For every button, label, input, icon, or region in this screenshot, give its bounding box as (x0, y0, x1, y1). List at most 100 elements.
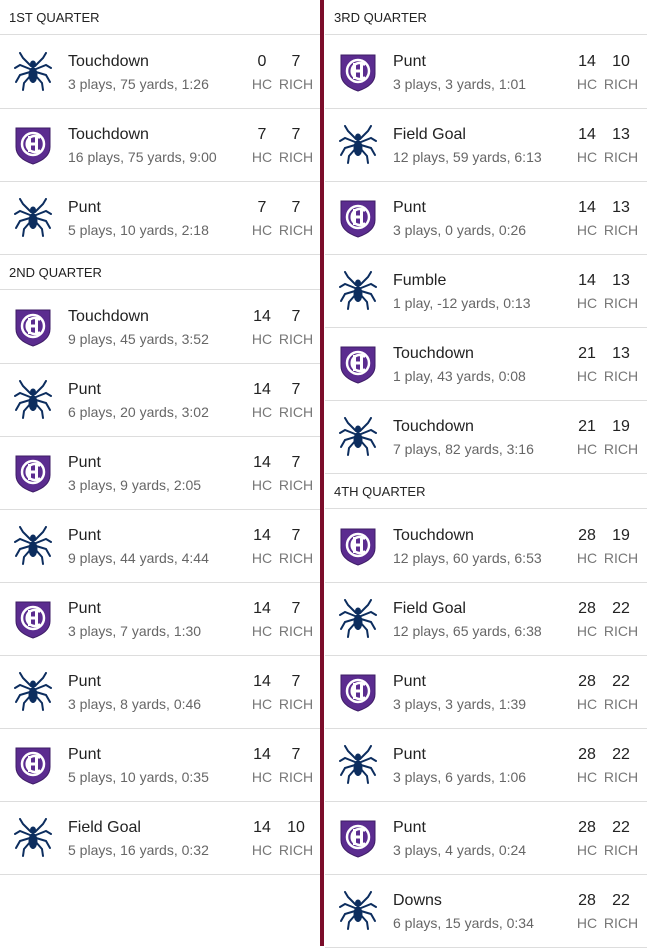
team-logo (14, 818, 52, 858)
drive-row: Touchdown 3 plays, 75 yards, 1:26 0 HC 7 RICH (0, 36, 322, 109)
home-score: 14 (253, 673, 271, 690)
drive-row: Punt 3 plays, 3 yards, 1:01 14 HC 10 RICH (325, 36, 647, 109)
drive-result: Punt (393, 53, 426, 70)
home-score: 28 (578, 673, 596, 690)
drive-detail: 3 plays, 75 yards, 1:26 (68, 76, 209, 92)
team-logo (339, 125, 377, 165)
drive-detail: 3 plays, 3 yards, 1:01 (393, 76, 527, 92)
team-logo (339, 745, 377, 785)
drive-detail: 1 play, 43 yards, 0:08 (393, 368, 526, 384)
team-logo (14, 526, 52, 566)
drive-result: Punt (393, 199, 426, 216)
drive-row: Punt 3 plays, 6 yards, 1:06 28 HC 22 RICH (325, 729, 647, 802)
away-score: 22 (612, 892, 630, 909)
home-score: 28 (578, 527, 596, 544)
home-score: 14 (253, 600, 271, 617)
drive-detail: 5 plays, 10 yards, 0:35 (68, 769, 209, 785)
left-column: 1ST QUARTER Touchdown 3 plays, 75 yards, 1… (0, 0, 322, 946)
team-label: HC (576, 441, 598, 457)
team-label: RICH (278, 550, 314, 566)
team-label: HC (576, 696, 598, 712)
home-score: 7 (257, 199, 267, 216)
team-label: RICH (603, 842, 639, 858)
quarter-header: 1ST QUARTER (0, 0, 322, 35)
team-logo (339, 672, 377, 712)
drive-result: Touchdown (68, 53, 149, 70)
away-score: 22 (612, 746, 630, 763)
drive-row: Punt 3 plays, 9 yards, 2:05 14 HC 7 RICH (0, 437, 322, 510)
quarter-header: 4TH QUARTER (325, 474, 647, 509)
drive-result: Punt (68, 673, 101, 690)
team-label: HC (576, 295, 598, 311)
home-score: 14 (253, 819, 271, 836)
team-logo (14, 52, 52, 92)
team-label: HC (251, 769, 273, 785)
team-logo (339, 198, 377, 238)
team-label: RICH (278, 842, 314, 858)
away-score: 7 (291, 308, 301, 325)
away-score: 7 (291, 673, 301, 690)
away-score: 10 (287, 819, 305, 836)
right-column: 3RD QUARTER Punt 3 plays, 3 yards, 1:01 14 H… (325, 0, 647, 948)
home-score: 7 (257, 126, 267, 143)
drive-detail: 9 plays, 45 yards, 3:52 (68, 331, 209, 347)
away-score: 7 (291, 126, 301, 143)
drive-row: Touchdown 9 plays, 45 yards, 3:52 14 HC 7 RIC… (0, 291, 322, 364)
team-label: RICH (603, 623, 639, 639)
home-score: 28 (578, 819, 596, 836)
drive-detail: 7 plays, 82 yards, 3:16 (393, 441, 534, 457)
home-score: 28 (578, 746, 596, 763)
team-label: RICH (603, 149, 639, 165)
drive-row: Downs 6 plays, 15 yards, 0:34 28 HC 22 RICH (325, 875, 647, 948)
drive-detail: 12 plays, 60 yards, 6:53 (393, 550, 542, 566)
team-label: HC (251, 550, 273, 566)
drive-result: Touchdown (68, 308, 149, 325)
drive-detail: 5 plays, 10 yards, 2:18 (68, 222, 209, 238)
away-score: 7 (291, 527, 301, 544)
team-label: HC (251, 623, 273, 639)
drive-row: Field Goal 12 plays, 59 yards, 6:13 14 HC 13… (325, 109, 647, 182)
team-label: HC (576, 76, 598, 92)
drive-detail: 3 plays, 4 yards, 0:24 (393, 842, 527, 858)
away-score: 7 (291, 454, 301, 471)
team-label: HC (251, 76, 273, 92)
team-label: RICH (603, 76, 639, 92)
team-label: RICH (278, 696, 314, 712)
team-label: RICH (278, 331, 314, 347)
team-logo (14, 380, 52, 420)
home-score: 21 (578, 345, 596, 362)
drive-row: Field Goal 12 plays, 65 yards, 6:38 28 HC 22… (325, 583, 647, 656)
drive-detail: 3 plays, 8 yards, 0:46 (68, 696, 202, 712)
drive-row: Touchdown 12 plays, 60 yards, 6:53 28 HC 19 R… (325, 510, 647, 583)
team-logo (339, 599, 377, 639)
team-label: HC (576, 149, 598, 165)
team-label: RICH (603, 222, 639, 238)
team-label: HC (251, 149, 273, 165)
drive-detail: 9 plays, 44 yards, 4:44 (68, 550, 209, 566)
team-logo (14, 307, 52, 347)
team-logo (14, 745, 52, 785)
team-label: HC (576, 550, 598, 566)
drive-detail: 12 plays, 65 yards, 6:38 (393, 623, 542, 639)
home-score: 14 (578, 272, 596, 289)
team-label: HC (576, 368, 598, 384)
drive-result: Punt (68, 454, 101, 471)
drive-row: Touchdown 1 play, 43 yards, 0:08 21 HC 13 RIC… (325, 328, 647, 401)
team-label: HC (576, 222, 598, 238)
drive-result: Field Goal (68, 819, 141, 836)
team-label: RICH (278, 222, 314, 238)
team-logo (339, 417, 377, 457)
column-divider (320, 0, 324, 946)
drive-row: Punt 3 plays, 3 yards, 1:39 28 HC 22 RICH (325, 656, 647, 729)
team-label: HC (576, 769, 598, 785)
team-logo (339, 526, 377, 566)
drive-result: Touchdown (393, 345, 474, 362)
away-score: 22 (612, 819, 630, 836)
team-label: RICH (603, 696, 639, 712)
team-label: HC (576, 623, 598, 639)
drive-row: Touchdown 7 plays, 82 yards, 3:16 21 HC 19 RI… (325, 401, 647, 474)
team-label: RICH (278, 76, 314, 92)
team-logo (14, 453, 52, 493)
away-score: 7 (291, 746, 301, 763)
